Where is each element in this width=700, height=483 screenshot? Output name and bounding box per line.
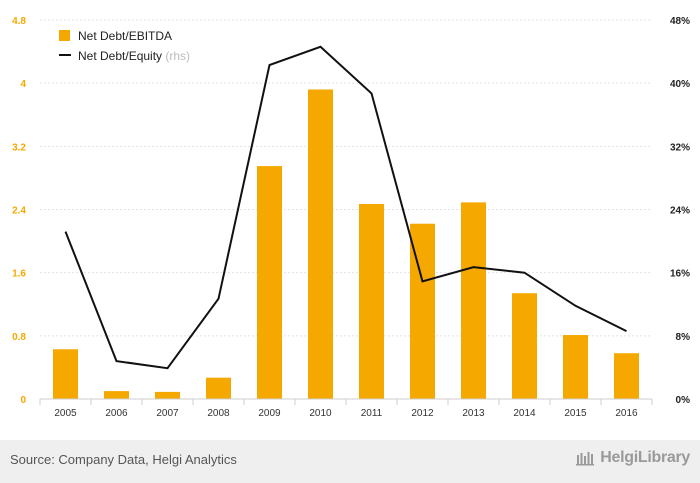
chart: 0 0.8 1.6 2.4 3.2 4 4.8 0% 8% 16% 24% 32% 40% 48% 20…: [12, 16, 690, 419]
x-tick-label: 2006: [105, 408, 128, 419]
left-tick-label: 4: [20, 79, 26, 90]
right-tick-label: 40%: [670, 79, 690, 90]
library-icon: [576, 452, 595, 466]
x-tick-label: 2010: [309, 408, 332, 419]
left-tick-label: 3.2: [12, 142, 26, 153]
right-tick-label: 48%: [670, 16, 690, 27]
x-tick-label: 2005: [54, 408, 77, 419]
right-tick-label: 24%: [670, 206, 690, 217]
line-series: [64, 45, 627, 370]
legend-label-line-group: Net Debt/Equity (rhs): [78, 49, 190, 63]
x-axis-ticks: 2005 2006 2007 2008 2009 2010 2011 2012 2013 2014…: [54, 408, 638, 419]
gridlines: [40, 19, 652, 337]
helgi-library-logo: HelgiLibrary: [576, 449, 690, 467]
x-tick-label: 2014: [513, 408, 536, 419]
bar-2010: [308, 89, 333, 399]
bar-2011: [359, 203, 384, 399]
logo-text: HelgiLibrary: [600, 449, 690, 466]
bar-series: [53, 89, 639, 399]
right-tick-label: 0%: [676, 395, 691, 406]
legend-label-bar: Net Debt/EBITDA: [78, 29, 172, 43]
bar-2005: [53, 349, 78, 399]
x-tick-label: 2015: [564, 408, 587, 419]
bar-2006: [104, 391, 129, 399]
bar-2013: [461, 202, 486, 399]
legend-swatch-bar: [59, 30, 70, 41]
left-axis-ticks: 0 0.8 1.6 2.4 3.2 4 4.8: [12, 16, 26, 406]
bar-2008: [206, 377, 231, 399]
right-tick-label: 32%: [670, 142, 690, 153]
x-tick-label: 2013: [462, 408, 485, 419]
right-axis-ticks: 0% 8% 16% 24% 32% 40% 48%: [670, 16, 690, 406]
bar-2014: [512, 293, 537, 399]
bar-2015: [563, 335, 588, 399]
left-tick-label: 4.8: [12, 16, 26, 27]
right-tick-label: 16%: [670, 269, 690, 280]
x-tick-label: 2009: [258, 408, 281, 419]
left-tick-label: 2.4: [12, 206, 26, 217]
left-tick-label: 0: [20, 395, 26, 406]
x-tick-label: 2011: [361, 408, 383, 419]
net-debt-equity-line: [64, 45, 627, 370]
source-note: Source: Company Data, Helgi Analytics: [10, 452, 237, 467]
legend-label-line: Net Debt/Equity: [78, 49, 162, 63]
left-tick-label: 0.8: [12, 332, 26, 343]
legend: Net Debt/EBITDA Net Debt/Equity (rhs): [59, 29, 190, 63]
x-tick-label: 2016: [615, 408, 638, 419]
right-tick-label: 8%: [676, 332, 691, 343]
legend-label-line-suffix: (rhs): [165, 49, 190, 63]
footer: [0, 440, 700, 483]
bar-2009: [257, 166, 282, 399]
x-axis: [39, 398, 653, 405]
bar-2016: [614, 353, 639, 399]
x-tick-label: 2007: [156, 408, 179, 419]
x-tick-label: 2012: [411, 408, 434, 419]
x-tick-label: 2008: [207, 408, 230, 419]
bar-2007: [155, 391, 180, 399]
left-tick-label: 1.6: [12, 269, 26, 280]
